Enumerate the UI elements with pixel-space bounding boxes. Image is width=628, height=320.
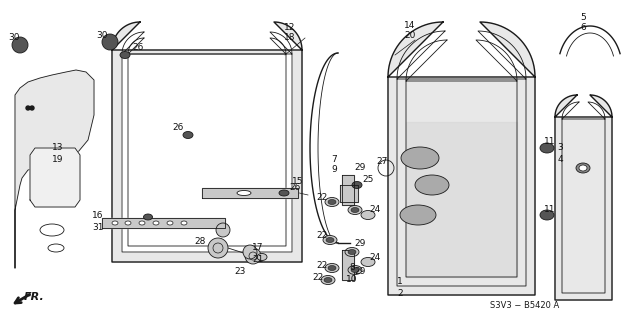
- Text: 29: 29: [354, 164, 365, 172]
- Text: 3: 3: [557, 143, 563, 153]
- Circle shape: [102, 34, 118, 50]
- Ellipse shape: [326, 237, 334, 243]
- Ellipse shape: [328, 266, 336, 270]
- Text: 8: 8: [349, 263, 355, 273]
- Polygon shape: [342, 175, 354, 205]
- Polygon shape: [202, 188, 298, 198]
- Circle shape: [208, 238, 228, 258]
- Text: 19: 19: [52, 156, 64, 164]
- Text: 30: 30: [8, 34, 19, 43]
- Polygon shape: [340, 185, 358, 202]
- Text: 2: 2: [397, 289, 403, 298]
- Polygon shape: [342, 250, 354, 280]
- Ellipse shape: [348, 266, 362, 275]
- Ellipse shape: [181, 221, 187, 225]
- Ellipse shape: [125, 221, 131, 225]
- Polygon shape: [30, 148, 80, 207]
- Ellipse shape: [112, 221, 118, 225]
- Circle shape: [30, 106, 34, 110]
- Text: 17: 17: [252, 244, 264, 252]
- Text: 30: 30: [96, 31, 108, 41]
- Text: 22: 22: [312, 274, 323, 283]
- Ellipse shape: [324, 277, 332, 283]
- Ellipse shape: [361, 258, 375, 267]
- Polygon shape: [555, 95, 612, 300]
- Ellipse shape: [345, 247, 359, 257]
- Text: 29: 29: [354, 268, 365, 276]
- Text: 18: 18: [284, 34, 296, 43]
- Ellipse shape: [415, 175, 449, 195]
- Ellipse shape: [348, 250, 356, 254]
- Text: 9: 9: [331, 165, 337, 174]
- Ellipse shape: [351, 207, 359, 212]
- Text: 24: 24: [369, 205, 381, 214]
- Ellipse shape: [401, 147, 439, 169]
- Text: 25: 25: [362, 175, 374, 185]
- Text: 26: 26: [172, 124, 183, 132]
- Ellipse shape: [153, 221, 159, 225]
- Circle shape: [245, 248, 261, 264]
- Text: 26: 26: [290, 183, 301, 193]
- Ellipse shape: [576, 163, 590, 173]
- Text: 29: 29: [354, 238, 365, 247]
- Text: 27: 27: [376, 157, 387, 166]
- Ellipse shape: [321, 276, 335, 284]
- Ellipse shape: [237, 190, 251, 196]
- Polygon shape: [388, 22, 535, 295]
- Circle shape: [12, 37, 28, 53]
- Ellipse shape: [579, 165, 587, 171]
- Text: 6: 6: [580, 23, 586, 33]
- Ellipse shape: [325, 263, 339, 273]
- Ellipse shape: [323, 236, 337, 244]
- Text: 15: 15: [292, 178, 304, 187]
- Circle shape: [216, 223, 230, 237]
- Ellipse shape: [352, 181, 362, 188]
- Text: 28: 28: [194, 237, 206, 246]
- Circle shape: [26, 106, 30, 110]
- Text: 11: 11: [544, 205, 556, 214]
- Ellipse shape: [144, 214, 153, 220]
- Ellipse shape: [540, 143, 554, 153]
- Ellipse shape: [139, 221, 145, 225]
- Text: 24: 24: [369, 253, 381, 262]
- Text: 22: 22: [317, 194, 328, 203]
- Circle shape: [243, 245, 257, 259]
- Ellipse shape: [257, 253, 267, 260]
- Text: 7: 7: [331, 156, 337, 164]
- Text: 13: 13: [52, 143, 64, 153]
- Polygon shape: [102, 218, 225, 228]
- Ellipse shape: [167, 221, 173, 225]
- Polygon shape: [406, 122, 517, 277]
- Ellipse shape: [279, 190, 289, 196]
- Text: 1: 1: [397, 277, 403, 286]
- Polygon shape: [112, 22, 302, 262]
- Text: 14: 14: [404, 21, 416, 30]
- Ellipse shape: [361, 211, 375, 220]
- Ellipse shape: [540, 210, 554, 220]
- Text: 21: 21: [252, 255, 264, 265]
- Ellipse shape: [183, 132, 193, 139]
- Ellipse shape: [328, 199, 336, 204]
- Text: 4: 4: [557, 156, 563, 164]
- Text: 23: 23: [234, 268, 246, 276]
- Text: S3V3 − B5420 A: S3V3 − B5420 A: [490, 301, 560, 310]
- Text: 10: 10: [346, 276, 358, 284]
- Ellipse shape: [348, 205, 362, 214]
- Text: 11: 11: [544, 138, 556, 147]
- Ellipse shape: [351, 268, 359, 273]
- Polygon shape: [15, 70, 94, 268]
- Ellipse shape: [325, 197, 339, 206]
- Ellipse shape: [120, 52, 130, 59]
- Text: 20: 20: [404, 31, 416, 41]
- Ellipse shape: [400, 205, 436, 225]
- Text: 16: 16: [92, 211, 104, 220]
- Text: FR.: FR.: [24, 292, 45, 302]
- Text: 26: 26: [133, 44, 144, 52]
- Text: 5: 5: [580, 13, 586, 22]
- Text: 22: 22: [317, 260, 328, 269]
- Polygon shape: [122, 32, 292, 252]
- Text: 31: 31: [92, 222, 104, 231]
- Text: 22: 22: [317, 230, 328, 239]
- Text: 12: 12: [284, 23, 296, 33]
